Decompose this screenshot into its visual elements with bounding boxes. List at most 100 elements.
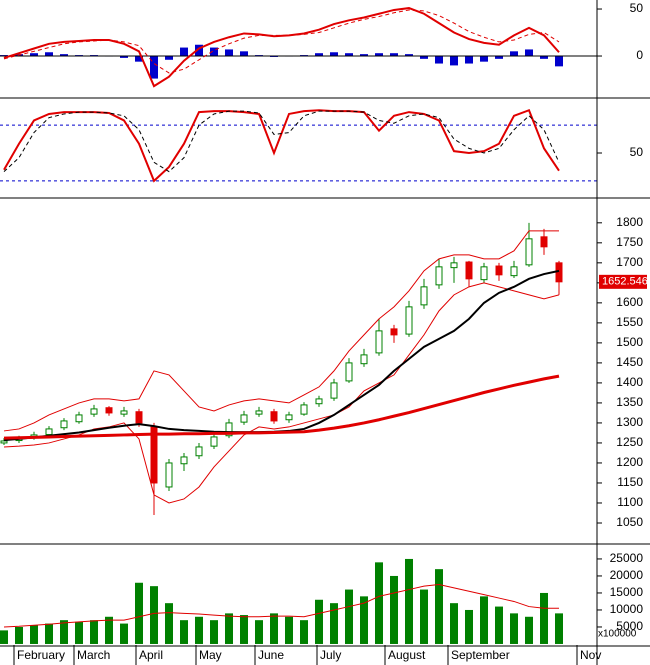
y-tick-label: 1400 (616, 375, 643, 389)
histogram-bar (195, 44, 203, 57)
histogram-bar (345, 53, 353, 57)
volume-bar (180, 620, 188, 644)
y-tick-label: 1700 (616, 255, 643, 269)
month-label: February (17, 648, 65, 662)
candle-body (405, 306, 413, 335)
volume-bar (165, 603, 173, 644)
candle-body (525, 238, 533, 266)
candle-body (465, 261, 473, 280)
candle-body (450, 262, 458, 269)
candle-body (90, 408, 98, 415)
volume-bar (465, 609, 473, 644)
y-tick-label: 50 (630, 145, 644, 159)
line (3, 7, 560, 88)
volume-bar (0, 630, 8, 644)
volume-bar (75, 621, 83, 644)
volume-bar (105, 616, 113, 644)
candle-body (45, 428, 53, 436)
volume-bar (390, 575, 398, 644)
volume-bar (210, 620, 218, 644)
histogram-bar (420, 56, 428, 59)
month-label: June (258, 648, 284, 662)
y-tick-label: 1150 (617, 475, 643, 489)
y-tick-label: 1300 (616, 415, 643, 429)
histogram-bar (210, 47, 218, 57)
volume-bar (90, 620, 98, 644)
candle-body (240, 414, 248, 423)
candle-body (315, 398, 323, 405)
y-tick-label: 15000 (610, 585, 644, 599)
volume-bar (225, 613, 233, 644)
y-tick-label: 10000 (610, 602, 644, 616)
y-tick-label: 1800 (616, 215, 643, 229)
histogram-bar (465, 56, 473, 64)
histogram-bar (120, 56, 128, 58)
histogram-bar (315, 53, 323, 57)
y-tick-label: 1750 (616, 235, 643, 249)
histogram-bar (330, 52, 338, 57)
unit-label: x100000 (598, 629, 637, 640)
y-tick-label: 1600 (616, 295, 643, 309)
histogram-bar (60, 54, 68, 57)
candle-body (75, 414, 83, 423)
volume-bar (135, 582, 143, 644)
histogram-bar (30, 53, 38, 57)
y-tick-label: 25000 (610, 551, 644, 565)
candle-body (510, 266, 518, 277)
candle-body (270, 411, 278, 422)
candle-body (300, 404, 308, 415)
y-tick-label: 1350 (616, 395, 643, 409)
histogram-bar (525, 49, 533, 57)
volume-bar (495, 606, 503, 644)
month-label: July (320, 648, 341, 662)
volume-bar (405, 558, 413, 644)
histogram-bar (360, 54, 368, 57)
histogram-bar (240, 51, 248, 57)
y-tick-label: 1550 (616, 315, 643, 329)
volume-bar (435, 569, 443, 644)
candle-body (375, 330, 383, 354)
line (3, 9, 560, 74)
candle-body (495, 265, 503, 276)
histogram-bar (510, 51, 518, 57)
month-label: August (388, 648, 426, 662)
histogram-bar (450, 56, 458, 66)
volume-bar (195, 616, 203, 644)
volume-bar (30, 625, 38, 644)
volume-bar (60, 620, 68, 644)
volume-bar (450, 603, 458, 644)
volume-bar (420, 589, 428, 644)
y-tick-label: 1450 (616, 355, 643, 369)
month-label: April (139, 648, 163, 662)
candle-body (480, 266, 488, 281)
candle-body (555, 262, 563, 283)
histogram-bar (150, 56, 158, 79)
y-tick-label: 0 (636, 48, 643, 62)
volume-bar (120, 623, 128, 644)
volume-bar (480, 596, 488, 644)
y-tick-label: 5000 (616, 619, 643, 633)
volume-bar (270, 613, 278, 644)
histogram-bar (135, 56, 143, 62)
line (3, 230, 559, 432)
histogram-bar (495, 56, 503, 59)
volume-bar (375, 562, 383, 644)
volume-bar (345, 589, 353, 644)
histogram-bar (405, 54, 413, 57)
candle-body (210, 436, 218, 447)
candle-body (195, 446, 203, 457)
candle-body (180, 456, 188, 465)
histogram-bar (390, 53, 398, 57)
candle-body (390, 328, 398, 336)
volume-bar (285, 616, 293, 644)
y-tick-label: 1050 (616, 515, 643, 529)
histogram-bar (435, 56, 443, 64)
y-tick-label: 1500 (616, 335, 643, 349)
candle-body (360, 354, 368, 365)
candle-body (0, 440, 8, 444)
histogram-bar (540, 56, 548, 59)
volume-bar (315, 599, 323, 644)
line (3, 374, 560, 440)
